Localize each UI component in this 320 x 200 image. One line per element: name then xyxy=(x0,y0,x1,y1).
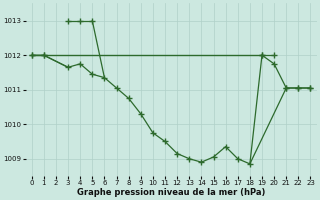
X-axis label: Graphe pression niveau de la mer (hPa): Graphe pression niveau de la mer (hPa) xyxy=(77,188,265,197)
